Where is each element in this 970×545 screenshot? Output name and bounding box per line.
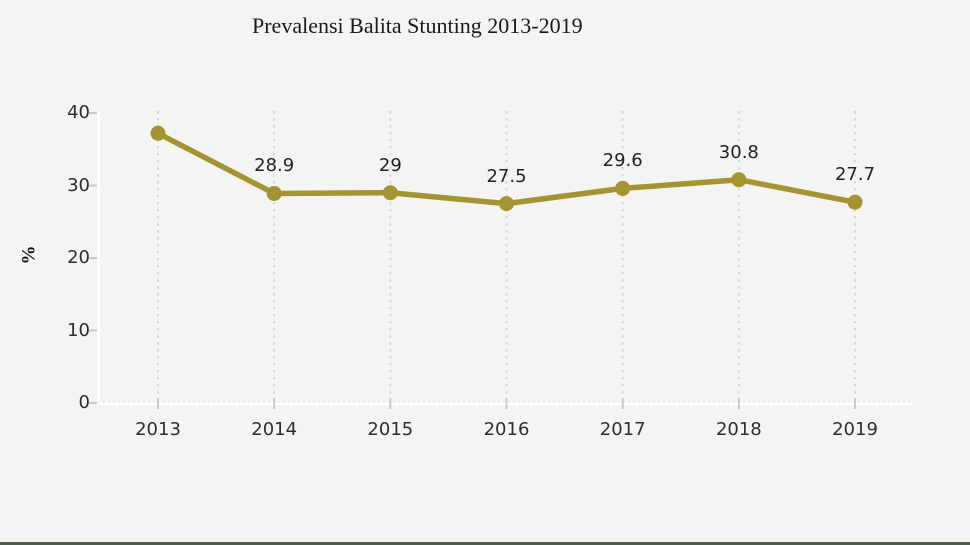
data-point-label: 29 [378, 154, 402, 176]
data-point-label: 27.7 [834, 164, 876, 186]
data-point-label: 30.8 [718, 141, 759, 163]
data-point-label: 27.5 [486, 165, 527, 187]
data-point-label: 28.9 [254, 155, 295, 177]
y-tick-label: 0 [78, 392, 90, 413]
x-tick-label: 2015 [367, 419, 414, 440]
x-tick-label: 2017 [599, 419, 646, 440]
x-tick-label: 2018 [715, 419, 762, 440]
x-tick-label: 2019 [832, 419, 878, 440]
y-tick-label: 40 [67, 102, 90, 123]
data-point-marker [499, 196, 515, 212]
y-tick-label: 20 [67, 247, 90, 268]
chart-title: Prevalensi Balita Stunting 2013-2019 [252, 13, 583, 38]
data-point-label: 29.6 [602, 150, 643, 172]
y-axis-unit-label: % [18, 245, 40, 265]
data-point-marker [150, 125, 166, 141]
data-point-marker [847, 194, 863, 210]
y-tick-label: 10 [67, 319, 90, 341]
data-point-marker [266, 185, 282, 201]
data-point-marker [382, 185, 398, 201]
page-bottom-border [0, 542, 970, 545]
x-tick-label: 2013 [135, 419, 181, 440]
data-point-marker [615, 180, 631, 196]
x-tick-label: 2016 [483, 419, 530, 440]
y-tick-label: 30 [67, 174, 90, 196]
x-tick-label: 2014 [251, 419, 298, 440]
data-point-marker [731, 172, 747, 188]
